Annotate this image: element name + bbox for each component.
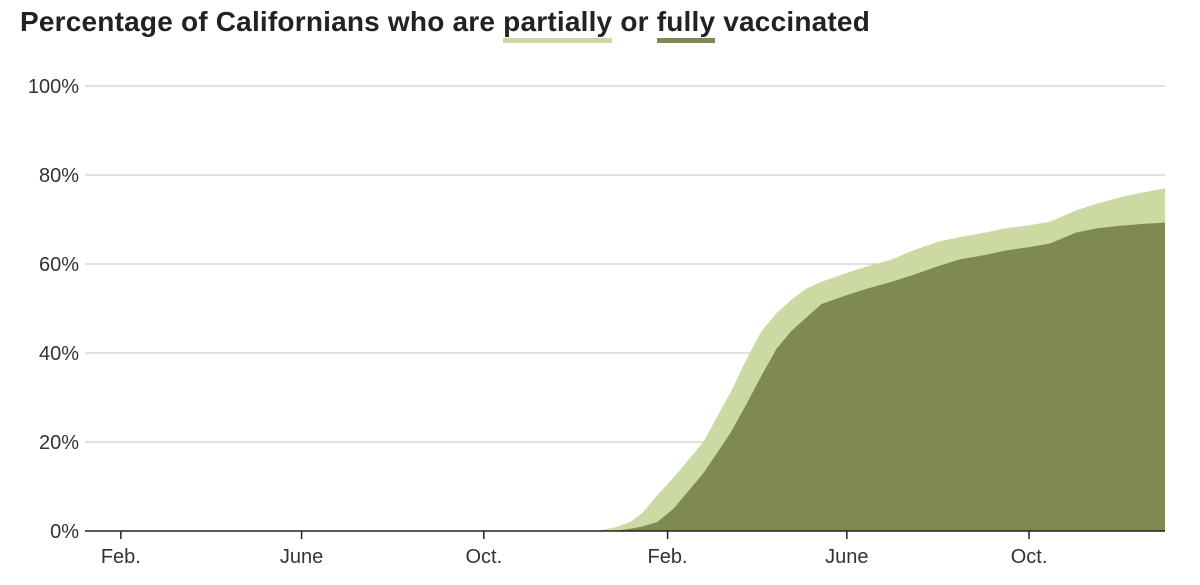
title-suffix: vaccinated bbox=[723, 6, 870, 37]
axes: 0% 20% 40% 60% 80% 100% Feb. June Oct. Feb. June Oc… bbox=[28, 76, 1165, 568]
x-tick-label: Oct. bbox=[466, 546, 503, 568]
legend-fully: fully bbox=[656, 7, 716, 43]
y-tick-label: 100% bbox=[28, 76, 79, 98]
y-tick-label: 80% bbox=[39, 165, 79, 187]
y-tick-label: 20% bbox=[39, 432, 79, 454]
x-tick-label: June bbox=[825, 546, 868, 568]
title-middle: or bbox=[620, 6, 649, 37]
y-tick-label: 60% bbox=[39, 254, 79, 276]
area-fully bbox=[615, 222, 1165, 531]
chart-title: Percentage of Californians who are parti… bbox=[20, 6, 870, 43]
y-tick-label: 40% bbox=[39, 343, 79, 365]
x-tick-label: Feb. bbox=[101, 546, 141, 568]
x-tick-label: June bbox=[280, 546, 323, 568]
y-tick-label: 0% bbox=[50, 521, 79, 543]
x-tick-label: Feb. bbox=[648, 546, 688, 568]
legend-partially: partially bbox=[503, 7, 613, 43]
x-tick-label: Oct. bbox=[1011, 546, 1048, 568]
area-series bbox=[595, 188, 1165, 532]
title-prefix: Percentage of Californians who are bbox=[20, 6, 496, 37]
